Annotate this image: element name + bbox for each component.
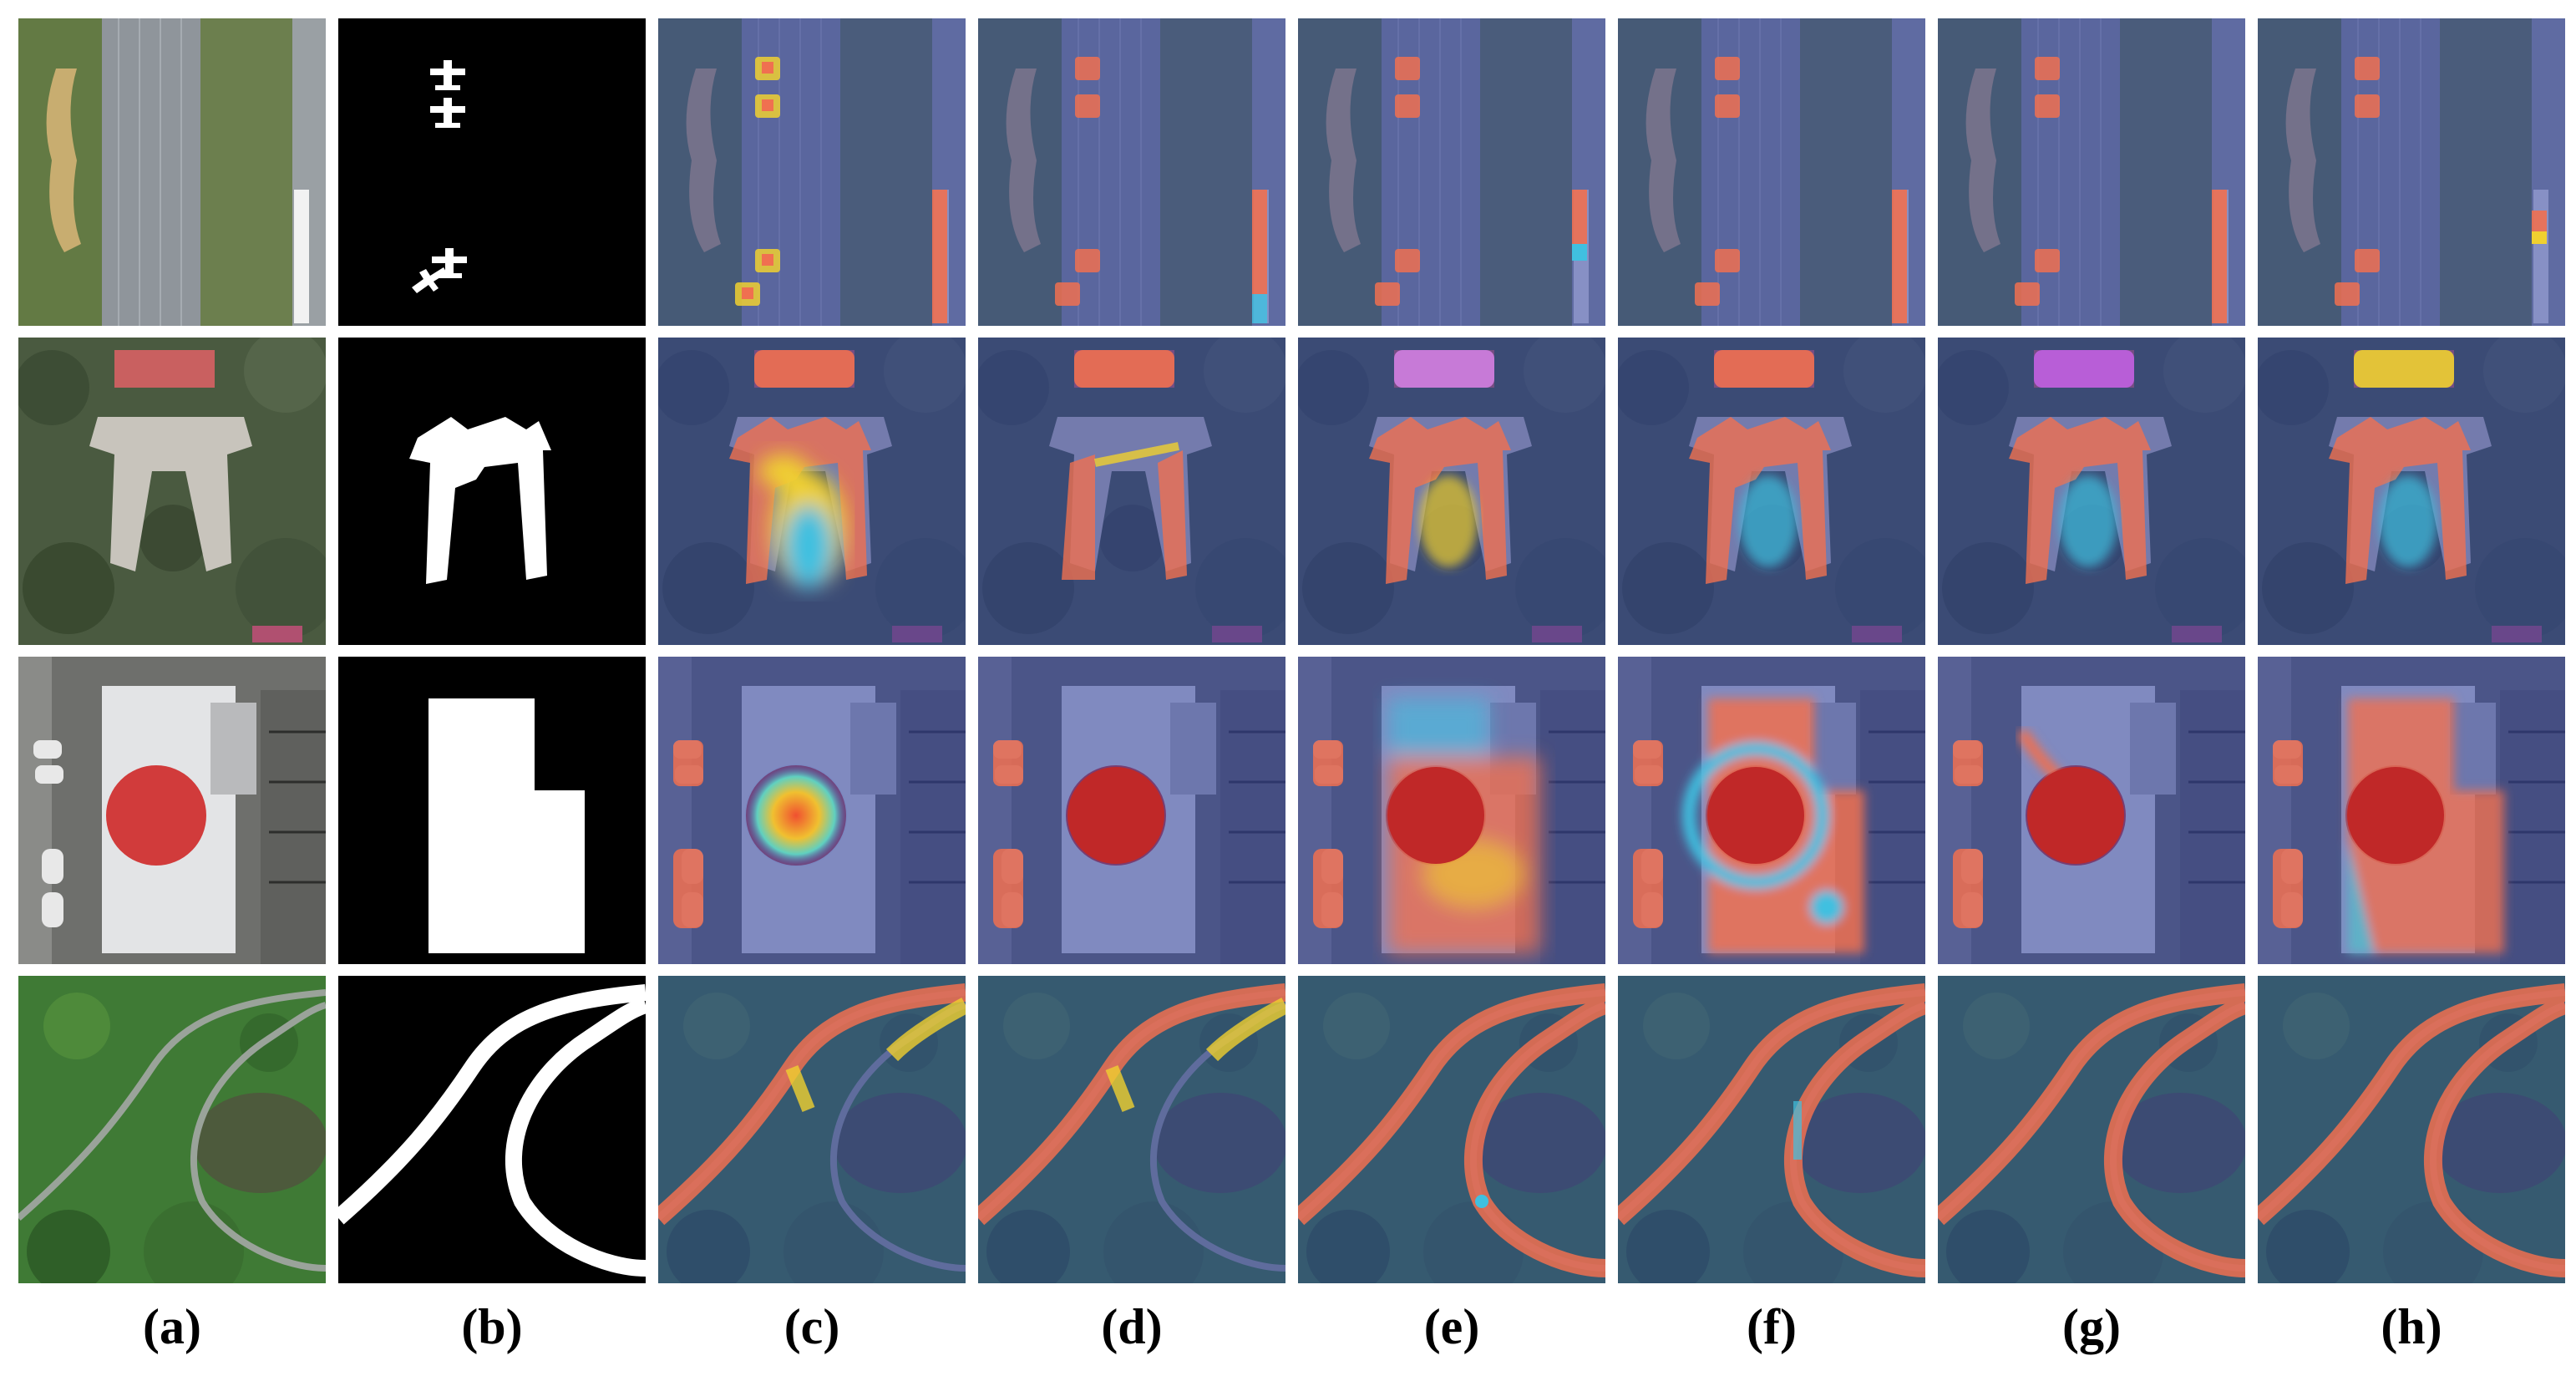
panel-airport-a (18, 18, 326, 326)
panel-building-e (1298, 338, 1605, 645)
caption-f: (f) (1747, 1299, 1797, 1354)
panel-building-a (18, 338, 326, 645)
panel-roof-a (18, 657, 326, 964)
panel-road-e (1298, 976, 1605, 1283)
panel-airport-d (978, 18, 1285, 326)
panel-building-c (658, 338, 966, 645)
panel-road-a (18, 976, 326, 1283)
panel-airport-e (1298, 18, 1605, 326)
caption-c: (c) (783, 1299, 840, 1354)
panel-road-g (1938, 976, 2245, 1283)
caption-d: (d) (1101, 1299, 1163, 1354)
panel-road-b (338, 976, 646, 1283)
panel-roof-c (658, 657, 966, 964)
panel-building-b (338, 338, 646, 645)
panel-roof-e (1298, 657, 1605, 964)
panel-airport-g (1938, 18, 2245, 326)
panel-building-f (1618, 338, 1925, 645)
panel-building-d (978, 338, 1285, 645)
panel-roof-f (1618, 657, 1925, 964)
panel-roof-b (338, 657, 646, 964)
caption-e: (e) (1423, 1299, 1480, 1354)
panel-roof-h (2258, 657, 2565, 964)
figure-grid (18, 18, 2565, 1283)
caption-g: (g) (2062, 1299, 2121, 1354)
panel-airport-h (2258, 18, 2565, 326)
panel-roof-d (978, 657, 1285, 964)
caption-b: (b) (461, 1299, 523, 1354)
panel-road-c (658, 976, 966, 1283)
panel-airport-c (658, 18, 966, 326)
panel-airport-f (1618, 18, 1925, 326)
panel-roof-g (1938, 657, 2245, 964)
caption-a: (a) (143, 1299, 201, 1354)
panel-road-h (2258, 976, 2565, 1283)
panel-road-f (1618, 976, 1925, 1283)
caption-h: (h) (2381, 1299, 2442, 1354)
panel-building-g (1938, 338, 2245, 645)
panel-road-d (978, 976, 1285, 1283)
panel-building-h (2258, 338, 2565, 645)
panel-airport-b (338, 18, 646, 326)
